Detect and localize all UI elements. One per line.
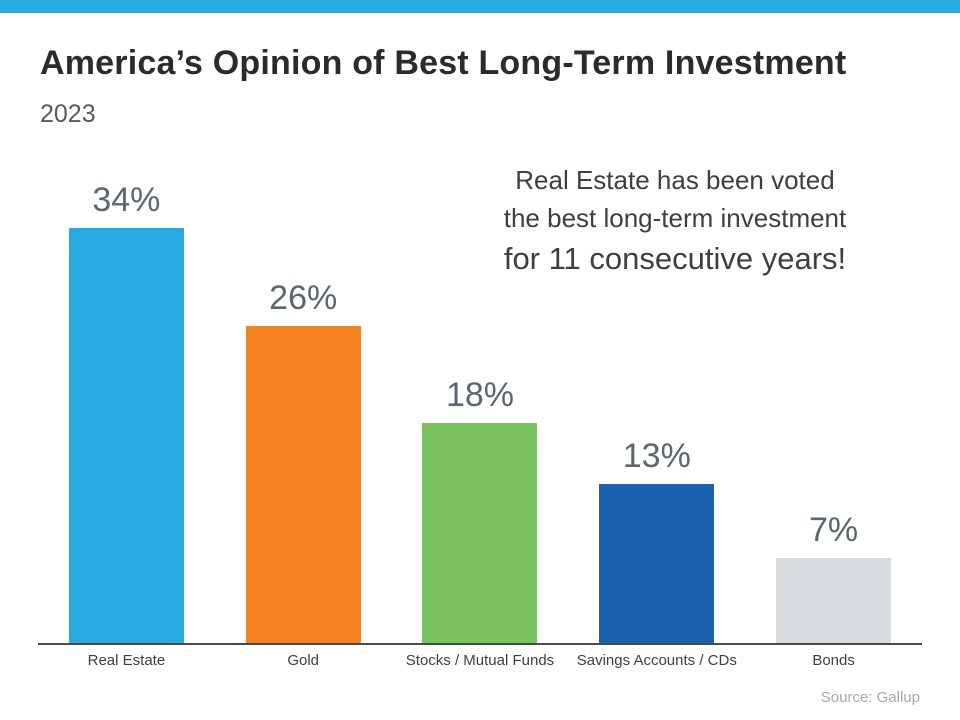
bar-value-label: 18% (445, 376, 515, 414)
page-subtitle: 2023 (40, 100, 96, 128)
bar-chart: 34% 26% 18% 13% 7% (38, 181, 922, 645)
bar (422, 423, 538, 643)
bar-value-label: 34% (92, 181, 161, 219)
annotation-line-2: the best long-term investment (503, 202, 847, 233)
category-labels: Real Estate Gold Stocks / Mutual Funds Savi… (38, 652, 922, 669)
annotation: Real Estate has been voted the best long… (430, 162, 920, 281)
annotation-line-3: for 11 consecutive years! (503, 241, 847, 277)
category-label: Bonds (812, 652, 855, 669)
bar-group: 13% (568, 437, 745, 643)
accent-strip (0, 0, 960, 13)
bar (245, 326, 361, 643)
bar (599, 484, 715, 643)
category-label: Stocks / Mutual Funds (405, 652, 555, 669)
bar-group: 34% (38, 181, 215, 643)
bar-value-label: 7% (809, 511, 859, 549)
category-label: Real Estate (87, 652, 166, 669)
bar (68, 228, 184, 643)
category-label: Gold (287, 652, 320, 669)
bar-group: 26% (215, 279, 392, 643)
bar-group: 18% (392, 376, 569, 643)
page-title: America’s Opinion of Best Long-Term Inve… (40, 44, 847, 82)
bar-value-label: 13% (622, 437, 691, 475)
bar (776, 558, 892, 643)
annotation-line-1: Real Estate has been voted (515, 165, 835, 195)
category-label: Savings Accounts / CDs (576, 652, 737, 669)
bar-group: 7% (745, 511, 922, 643)
source-label: Source: Gallup (820, 689, 920, 706)
bar-value-label: 26% (269, 279, 338, 317)
